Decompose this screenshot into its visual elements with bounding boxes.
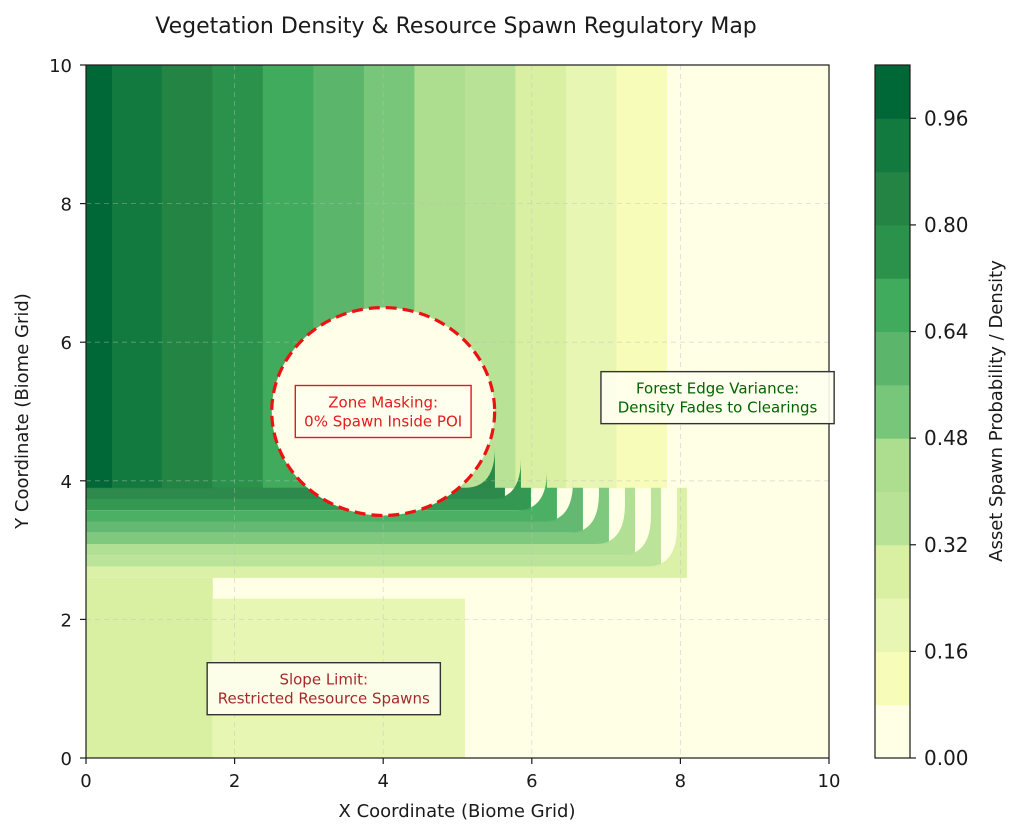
annotation-2: Slope Limit:Restricted Resource Spawns	[206, 662, 442, 716]
colorbar: 0.00 0.16 0.32 0.48 0.64 0.80 0.96	[874, 64, 969, 770]
annotation-text-1-1: Density Fades to Clearings	[618, 399, 818, 417]
colorbar-frame	[874, 64, 911, 759]
colorbar-tick-label-6: 0.96	[924, 106, 969, 130]
transition-band-4	[86, 487, 609, 545]
contour-region-15	[464, 598, 668, 758]
annotation-1: Forest Edge Variance:Density Fades to Cl…	[600, 370, 835, 425]
colorbar-band-2	[875, 598, 910, 652]
y-tick-label-2: 4	[61, 472, 72, 493]
annotation-box-1	[600, 370, 835, 425]
y-axis-label: Y Coordinate (Biome Grid)	[12, 293, 33, 530]
colorbar-band-1	[875, 651, 910, 706]
y-axis-ticks: 0 2 4 6 8 10	[49, 56, 86, 770]
x-axis-ticks: 0 2 4 6 8 10	[80, 758, 840, 792]
contour-region-2	[161, 65, 213, 489]
annotation-0: Zone Masking:0% Spawn Inside POI	[294, 384, 472, 439]
contour-region-13	[86, 577, 213, 758]
colorbar-tick-label-4: 0.64	[924, 320, 969, 344]
annotations: Zone Masking:0% Spawn Inside POI Forest E…	[206, 370, 835, 716]
contour-region-3	[212, 65, 264, 489]
transition-band-6	[86, 487, 661, 567]
annotation-text-1-0: Forest Edge Variance:	[636, 380, 799, 398]
y-tick-label-3: 6	[61, 333, 72, 354]
transition-band-2	[86, 470, 557, 522]
transition-band-1	[86, 458, 531, 511]
colorbar-band-10	[875, 171, 910, 226]
colorbar-tick-label-2: 0.32	[924, 533, 969, 557]
transition-band-5	[86, 487, 635, 556]
annotation-text-2-1: Restricted Resource Spawns	[218, 690, 430, 708]
x-tick-label-5: 10	[818, 771, 841, 792]
colorbar-band-12	[875, 65, 910, 119]
annotation-text-0-1: 0% Spawn Inside POI	[304, 413, 462, 431]
x-tick-label-4: 8	[675, 771, 686, 792]
x-tick-label-2: 4	[377, 771, 388, 792]
colorbar-band-3	[875, 544, 910, 599]
colorbar-band-6	[875, 384, 910, 439]
y-tick-label-0: 0	[61, 749, 72, 770]
transition-band-0	[86, 447, 505, 499]
y-tick-label-4: 8	[61, 195, 72, 216]
transition-band-3	[86, 481, 583, 533]
y-tick-label-1: 2	[61, 610, 72, 631]
annotation-box-2	[206, 662, 442, 716]
contour-region-11	[616, 65, 668, 489]
annotation-text-0-0: Zone Masking:	[328, 394, 438, 412]
x-tick-label-0: 0	[80, 771, 91, 792]
annotation-box-0	[294, 384, 472, 439]
annotation-text-2-0: Slope Limit:	[279, 671, 368, 689]
colorbar-band-11	[875, 118, 910, 173]
colorbar-tick-label-3: 0.48	[924, 426, 969, 450]
transition-band-7	[86, 487, 687, 578]
x-tick-label-1: 2	[229, 771, 240, 792]
colorbar-band-7	[875, 331, 910, 386]
colorbar-band-9	[875, 224, 910, 279]
colorbar-band-5	[875, 438, 910, 492]
colorbar-tick-label-5: 0.80	[924, 213, 969, 237]
colorbar-band-4	[875, 491, 910, 546]
x-tick-label-3: 6	[526, 771, 537, 792]
colorbar-band-8	[875, 278, 910, 333]
contour-region-10	[565, 65, 618, 489]
y-tick-label-5: 10	[49, 56, 72, 77]
contour-region-0	[86, 65, 113, 489]
contour-region-1	[112, 65, 163, 489]
colorbar-band-0	[875, 704, 910, 759]
chart-title: Vegetation Density & Resource Spawn Regu…	[155, 14, 757, 39]
colorbar-label: Asset Spawn Probability / Density	[986, 260, 1007, 562]
contour-region-9	[515, 65, 567, 489]
colorbar-tick-label-1: 0.16	[924, 639, 969, 663]
x-axis-label: X Coordinate (Biome Grid)	[339, 801, 576, 822]
colorbar-tick-label-0: 0.00	[924, 746, 969, 770]
